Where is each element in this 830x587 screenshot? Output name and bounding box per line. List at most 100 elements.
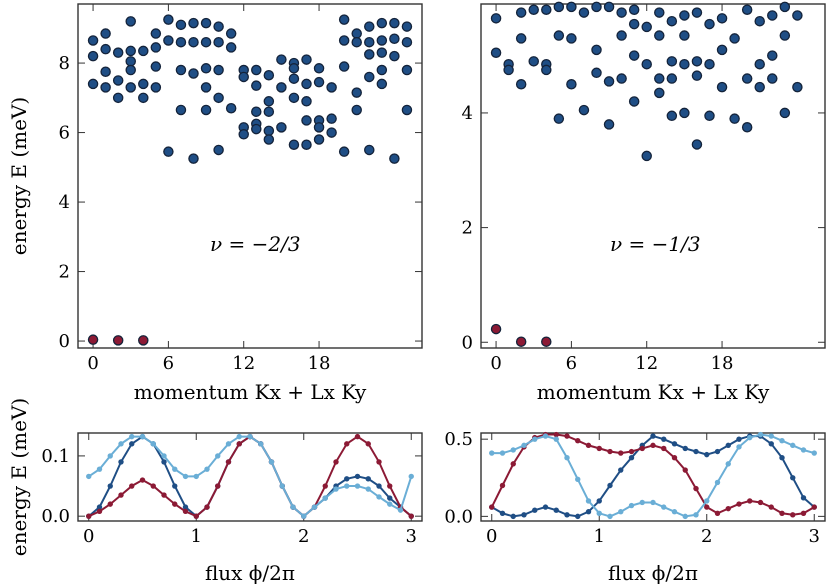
top-right-ytick-label: 4 xyxy=(462,103,473,124)
bottom-left-marker-light xyxy=(236,433,242,440)
top-left-point-blue xyxy=(288,139,300,150)
bottom-left-marker-light xyxy=(161,453,167,459)
top-left-point-blue xyxy=(326,127,337,138)
top-left-point-blue xyxy=(364,144,375,156)
top-left-point-blue xyxy=(87,78,99,90)
top-left-point-blue xyxy=(338,146,350,157)
top-right-point-blue xyxy=(591,1,602,13)
bottom-left-marker-light xyxy=(354,483,361,489)
top-right-point-blue xyxy=(779,1,791,13)
bottom-right-marker-red xyxy=(489,504,495,510)
top-right-point-blue xyxy=(679,30,690,41)
bottom-right-marker-light xyxy=(661,504,667,510)
top-left-xtick-label: 18 xyxy=(308,353,331,374)
top-left-point-blue xyxy=(200,17,212,29)
top-right-point-blue xyxy=(566,79,577,90)
top-right-point-blue xyxy=(641,58,652,70)
bottom-right-marker-red xyxy=(628,448,635,455)
bottom-right-marker-red xyxy=(553,431,559,438)
bottom-right-marker-light xyxy=(521,442,527,449)
top-left-point-blue xyxy=(401,36,413,48)
top-right-point-blue xyxy=(566,33,577,44)
top-right-point-blue xyxy=(679,10,690,21)
bottom-right-marker-light xyxy=(532,436,538,442)
bottom-left-marker-blue xyxy=(365,476,371,482)
xlabel-flux-right: flux ϕ/2π xyxy=(608,561,698,585)
top-right-ytick-label: 2 xyxy=(462,218,473,239)
bottom-right-marker-red xyxy=(736,501,742,507)
top-right-point-blue xyxy=(779,30,791,41)
top-left-point-blue xyxy=(251,123,262,135)
top-left-point-blue xyxy=(326,113,337,124)
top-left-point-blue xyxy=(100,28,111,39)
bottom-left-marker-red xyxy=(376,459,382,465)
bottom-right-marker-light xyxy=(596,510,602,516)
bottom-right-marker-red xyxy=(671,455,678,461)
bottom-right-marker-red xyxy=(607,448,613,455)
bottom-right-marker-light xyxy=(553,436,559,442)
xlabel-momentum-right: momentum Kx + Lx Ky xyxy=(537,380,770,404)
top-right-point-blue xyxy=(729,113,740,124)
bottom-left-marker-light xyxy=(107,453,113,459)
top-left-point-blue xyxy=(263,96,275,107)
top-left-xtick-label: 0 xyxy=(87,353,98,374)
bottom-left-marker-red xyxy=(86,513,92,519)
bottom-left-xtick-label: 1 xyxy=(191,526,202,547)
bottom-right-marker-blue xyxy=(521,512,527,518)
top-right-point-blue xyxy=(553,1,565,13)
bottom-right-marker-red xyxy=(618,450,624,456)
bottom-left-marker-light xyxy=(182,473,189,480)
bottom-right-marker-red xyxy=(704,504,710,510)
top-left-point-blue xyxy=(401,21,413,32)
bottom-right-marker-red xyxy=(747,498,753,504)
bottom-right-marker-blue xyxy=(768,441,774,447)
bottom-left-marker-blue xyxy=(354,473,361,480)
top-right-point-blue xyxy=(553,113,565,124)
bottom-right-marker-blue xyxy=(704,451,710,458)
bottom-left-marker-light xyxy=(268,459,275,465)
bottom-left-marker-light xyxy=(279,483,285,489)
bottom-right-marker-red xyxy=(693,485,699,492)
annotation-nu-left: ν = −2/3 xyxy=(210,232,301,256)
bottom-right-marker-blue xyxy=(510,513,516,520)
top-left-point-blue xyxy=(200,63,212,74)
bottom-left-marker-light xyxy=(150,441,156,447)
panel-bottom-left-frame xyxy=(77,432,423,522)
top-left-point-blue xyxy=(263,106,275,117)
top-right-point-blue xyxy=(566,1,577,13)
top-left-point-blue xyxy=(163,14,174,25)
bottom-left-marker-red xyxy=(225,459,232,465)
bottom-left-marker-red xyxy=(344,441,350,447)
top-right-point-blue xyxy=(792,81,803,93)
top-left-xtick-label: 12 xyxy=(232,353,255,374)
bottom-right-marker-light xyxy=(747,434,753,441)
bottom-right-marker-light xyxy=(800,447,807,453)
top-left-ytick-label: 0 xyxy=(59,331,70,352)
bottom-right-marker-blue xyxy=(596,498,602,504)
bottom-left-line-red xyxy=(88,435,412,518)
top-right-point-blue xyxy=(716,44,728,56)
top-left-point-blue xyxy=(288,63,300,74)
top-left-ytick-label: 8 xyxy=(59,53,70,74)
top-left-point-blue xyxy=(175,104,187,116)
bottom-left-marker-blue xyxy=(172,483,178,489)
bottom-left-marker-blue xyxy=(376,483,382,489)
bottom-right-marker-blue xyxy=(714,448,721,455)
top-right-point-blue xyxy=(754,58,765,70)
panel-bottom-right-frame xyxy=(480,432,826,522)
top-right-point-blue xyxy=(528,56,539,67)
top-left-point-blue xyxy=(338,61,350,72)
bottom-right-marker-light xyxy=(585,498,592,504)
top-left-point-blue xyxy=(389,17,400,29)
top-right-point-blue xyxy=(754,15,765,27)
top-left-point-blue xyxy=(213,21,224,32)
bottom-right-marker-light xyxy=(714,479,721,486)
bottom-left-marker-light xyxy=(204,466,210,472)
bottom-left-marker-light xyxy=(86,473,92,480)
bottom-right-marker-blue xyxy=(542,504,549,510)
bottom-right-marker-blue xyxy=(564,512,570,518)
top-right-point-blue xyxy=(792,10,803,21)
bottom-left-line-blue xyxy=(88,435,412,518)
bottom-left-marker-light xyxy=(215,453,221,459)
bottom-left-marker-blue xyxy=(182,504,189,510)
